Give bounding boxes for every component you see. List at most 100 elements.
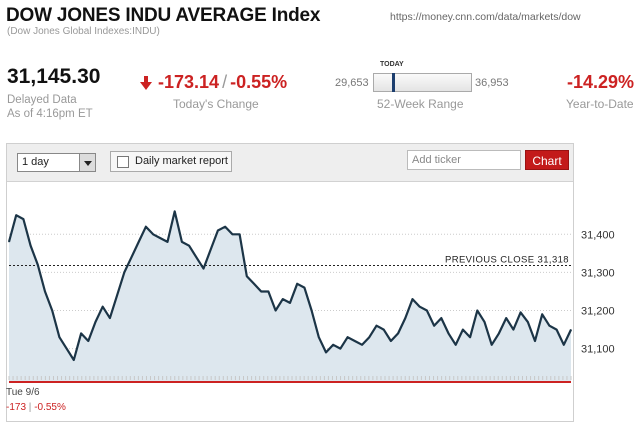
- data-point: [102, 306, 104, 308]
- data-point: [260, 290, 262, 292]
- previous-close-label: PREVIOUS CLOSE 31,318: [445, 255, 569, 266]
- data-point: [375, 325, 377, 327]
- delayed-data-note: Delayed Data As of 4:16pm ET: [7, 93, 93, 121]
- data-point: [325, 351, 327, 353]
- data-point: [318, 336, 320, 338]
- data-point: [138, 241, 140, 243]
- data-point: [462, 329, 464, 331]
- y-tick-label: 31,100: [581, 344, 615, 356]
- data-point: [383, 329, 385, 331]
- data-point: [87, 340, 89, 342]
- ytd-caption: Year-to-Date: [566, 97, 634, 111]
- data-point: [512, 329, 514, 331]
- data-point: [73, 359, 75, 361]
- data-point: [303, 287, 305, 289]
- data-point: [534, 340, 536, 342]
- data-point: [22, 218, 24, 220]
- page-title: DOW JONES INDU AVERAGE Index: [6, 5, 321, 26]
- ytd-change: -14.29%: [567, 72, 635, 92]
- data-point: [397, 332, 399, 334]
- footer-change-points: -173: [6, 402, 27, 413]
- y-tick-label: 31,300: [581, 267, 615, 279]
- data-point: [224, 226, 226, 228]
- daily-report-toggle[interactable]: Daily market report: [110, 151, 232, 172]
- data-point: [239, 233, 241, 235]
- data-point: [109, 317, 111, 319]
- range-low: 29,653: [335, 77, 369, 89]
- data-point: [476, 310, 478, 312]
- data-point: [58, 336, 60, 338]
- data-point: [469, 336, 471, 338]
- data-point: [390, 340, 392, 342]
- change-points: -173.14: [158, 72, 220, 92]
- data-point: [174, 210, 176, 212]
- data-point: [563, 344, 565, 346]
- change-separator: /: [222, 72, 228, 92]
- data-point: [411, 298, 413, 300]
- todays-change: -173.14/-0.55%: [140, 72, 287, 93]
- delayed-data-label: Delayed Data: [7, 94, 77, 106]
- data-point: [246, 275, 248, 277]
- data-point: [520, 311, 522, 313]
- data-point: [116, 294, 118, 296]
- data-point: [152, 233, 154, 235]
- data-point: [556, 329, 558, 331]
- data-point: [159, 237, 161, 239]
- add-ticker-input[interactable]: [407, 150, 521, 170]
- data-point: [426, 310, 428, 312]
- daily-report-label: Daily market report: [135, 155, 228, 167]
- data-point: [44, 290, 46, 292]
- data-point: [282, 298, 284, 300]
- data-point: [167, 241, 169, 243]
- daily-report-checkbox[interactable]: [117, 156, 129, 168]
- change-percent: -0.55%: [230, 72, 288, 92]
- data-point: [419, 306, 421, 308]
- data-point: [203, 268, 205, 270]
- range-caption: 52-Week Range: [377, 97, 464, 111]
- data-point: [440, 317, 442, 319]
- data-point: [484, 321, 486, 323]
- data-point: [347, 336, 349, 338]
- data-point: [332, 344, 334, 346]
- data-point: [195, 256, 197, 258]
- data-point: [455, 344, 457, 346]
- data-point: [527, 321, 529, 323]
- data-point: [354, 340, 356, 342]
- range-bar: [373, 73, 472, 92]
- chart-date-label: Tue 9/6: [6, 387, 40, 398]
- data-point: [339, 348, 341, 350]
- data-point: [130, 256, 132, 258]
- data-point: [94, 321, 96, 323]
- source-url[interactable]: https://money.cnn.com/data/markets/dow: [390, 11, 581, 23]
- data-point: [498, 332, 500, 334]
- chart-toolbar: 1 day Daily market report Chart: [7, 144, 573, 182]
- data-point: [145, 226, 147, 228]
- footer-change-percent: -0.55%: [34, 402, 66, 413]
- data-point: [541, 313, 543, 315]
- data-point: [51, 310, 53, 312]
- period-select[interactable]: 1 day: [17, 153, 96, 172]
- data-point: [8, 241, 10, 243]
- page-subtitle: (Dow Jones Global Indexes:INDU): [7, 26, 160, 37]
- data-point: [433, 325, 435, 327]
- chart-button[interactable]: Chart: [525, 150, 569, 170]
- data-point: [448, 332, 450, 334]
- data-point: [66, 348, 68, 350]
- data-point: [37, 264, 39, 266]
- data-point: [296, 283, 298, 285]
- data-point: [548, 325, 550, 327]
- data-point: [123, 271, 125, 273]
- data-point: [15, 214, 17, 216]
- data-point: [404, 317, 406, 319]
- range-today-marker: [392, 73, 396, 92]
- data-point: [275, 310, 277, 312]
- chevron-down-icon[interactable]: [79, 154, 95, 171]
- period-select-value: 1 day: [22, 156, 49, 168]
- y-tick-label: 31,400: [581, 229, 615, 241]
- data-point: [570, 329, 572, 331]
- range-high: 36,953: [475, 77, 509, 89]
- data-point: [80, 332, 82, 334]
- data-point: [368, 336, 370, 338]
- todays-change-caption: Today's Change: [173, 97, 259, 111]
